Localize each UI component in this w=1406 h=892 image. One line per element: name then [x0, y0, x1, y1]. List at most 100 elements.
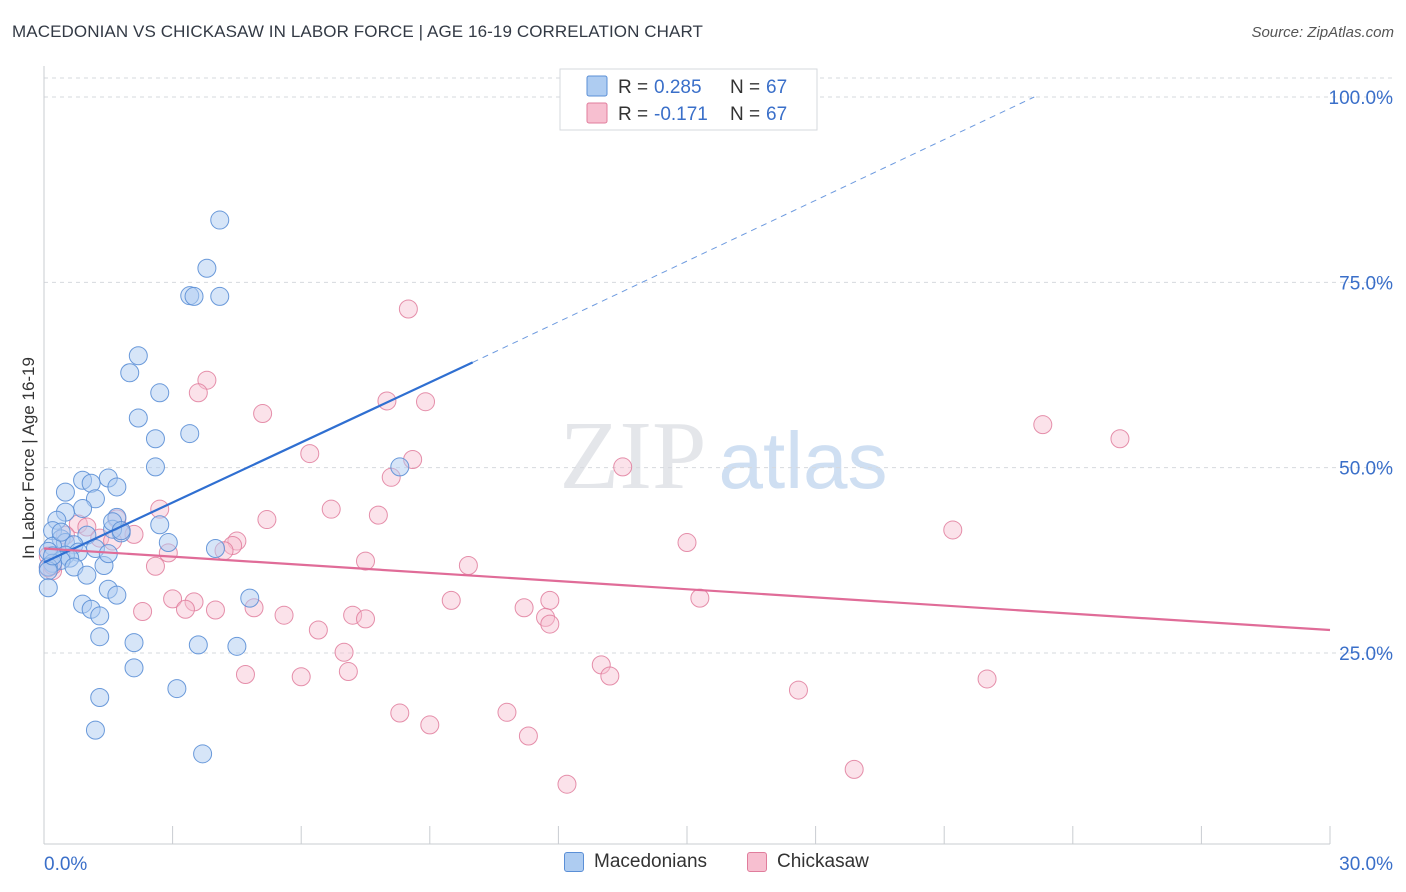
trend-line-chickasaw	[43, 547, 1331, 632]
legend-swatch-macedonians	[564, 852, 584, 872]
data-point-chickasaw	[540, 614, 560, 634]
data-point-chickasaw	[274, 605, 294, 625]
legend-n-label: N =	[730, 77, 760, 98]
legend-item-macedonians: Macedonians	[564, 851, 707, 873]
data-point-macedonian	[205, 538, 225, 558]
legend-swatch-macedonians	[586, 75, 608, 97]
data-point-macedonian	[145, 457, 165, 477]
data-point-macedonian	[90, 687, 110, 707]
legend-r-value-chickasaw: -0.171	[654, 104, 708, 125]
data-point-chickasaw	[356, 551, 375, 571]
y-tick-label: 75.0%	[1339, 273, 1393, 294]
legend-swatch-chickasaw	[747, 852, 767, 872]
legend-r-label: R =	[618, 77, 648, 98]
legend-n-value-chickasaw: 67	[766, 104, 787, 125]
data-point-macedonian	[167, 679, 187, 699]
data-point-chickasaw	[690, 588, 710, 608]
legend-r-label: R =	[618, 104, 648, 125]
data-point-chickasaw	[600, 666, 620, 686]
trend-line-macedonians-extension	[472, 96, 1035, 363]
data-point-chickasaw	[300, 444, 320, 464]
legend-n-label: N =	[730, 104, 760, 125]
data-point-chickasaw	[253, 404, 273, 424]
tick-labels: 25.0% 50.0% 75.0% 100.0% 0.0% 30.0%	[44, 88, 1393, 875]
trend-lines	[43, 361, 1331, 632]
data-point-chickasaw	[943, 520, 963, 540]
watermark-atlas: atlas	[719, 416, 888, 505]
legend-n-value-macedonians: 67	[766, 77, 787, 98]
data-point-macedonian	[227, 636, 247, 656]
data-point-chickasaw	[458, 556, 478, 576]
data-point-macedonian	[120, 363, 140, 383]
legend-item-chickasaw: Chickasaw	[747, 851, 869, 873]
data-point-chickasaw	[416, 392, 436, 412]
data-point-macedonian	[107, 477, 127, 497]
data-point-chickasaw	[441, 590, 461, 610]
data-point-chickasaw	[321, 499, 341, 519]
data-point-chickasaw	[398, 299, 418, 319]
data-point-chickasaw	[257, 510, 277, 530]
data-point-macedonian	[128, 346, 148, 366]
data-point-chickasaw	[613, 457, 633, 477]
data-point-macedonian	[73, 498, 93, 518]
watermark: ZIP atlas	[560, 402, 888, 510]
data-point-chickasaw	[343, 605, 363, 625]
data-point-chickasaw	[175, 599, 195, 619]
data-point-macedonian	[188, 635, 208, 655]
data-point-chickasaw	[540, 590, 560, 610]
data-point-chickasaw	[338, 662, 358, 682]
macedonian-points	[38, 210, 410, 764]
watermark-zip: ZIP	[560, 402, 707, 510]
data-point-macedonian	[150, 383, 170, 403]
data-point-chickasaw	[334, 642, 354, 662]
data-point-macedonian	[38, 578, 58, 598]
data-point-macedonian	[210, 286, 230, 306]
data-point-chickasaw	[368, 505, 388, 525]
data-point-chickasaw	[844, 759, 864, 779]
legend-label-macedonians: Macedonians	[594, 851, 708, 872]
x-tick-label: 30.0%	[1339, 854, 1393, 875]
data-point-chickasaw	[390, 703, 410, 723]
data-point-chickasaw	[163, 589, 183, 609]
data-point-chickasaw	[377, 391, 397, 411]
source-label: Source: ZipAtlas.com	[1251, 24, 1394, 41]
data-point-macedonian	[193, 744, 213, 764]
data-point-chickasaw	[514, 598, 534, 618]
data-point-macedonian	[124, 633, 144, 653]
data-point-macedonian	[107, 585, 127, 605]
data-point-macedonian	[51, 522, 71, 542]
data-point-macedonian	[90, 606, 110, 626]
data-point-chickasaw	[497, 702, 517, 722]
trend-line-macedonians	[43, 361, 474, 564]
chickasaw-points	[38, 299, 1130, 794]
data-point-chickasaw	[420, 715, 440, 735]
data-point-macedonian	[180, 424, 200, 444]
legend-top: R = 0.285 N = 67 R = -0.171 N = 67	[559, 68, 818, 131]
data-point-macedonian	[240, 588, 260, 608]
data-point-chickasaw	[788, 680, 808, 700]
data-point-chickasaw	[133, 601, 153, 621]
trend-extension	[472, 96, 1035, 363]
data-point-chickasaw	[205, 600, 225, 620]
data-point-chickasaw	[235, 664, 255, 684]
data-point-macedonian	[210, 210, 230, 230]
legend-label-chickasaw: Chickasaw	[777, 851, 869, 872]
legend-r-value-macedonians: 0.285	[654, 77, 702, 98]
data-point-macedonian	[184, 286, 204, 306]
data-point-macedonian	[85, 720, 105, 740]
data-point-macedonian	[145, 429, 165, 449]
data-point-macedonian	[197, 258, 217, 278]
legend-swatch-chickasaw	[586, 102, 608, 124]
data-point-chickasaw	[518, 726, 538, 746]
legend-bottom: Macedonians Chickasaw	[0, 851, 1406, 879]
data-point-chickasaw	[1033, 415, 1053, 435]
grid-lines	[44, 77, 1392, 654]
data-point-chickasaw	[557, 774, 577, 794]
data-point-chickasaw	[1110, 429, 1130, 449]
y-axis-label: In Labor Force | Age 16-19	[19, 357, 38, 559]
data-point-macedonian	[124, 658, 144, 678]
data-point-chickasaw	[977, 669, 997, 689]
y-tick-label: 25.0%	[1339, 644, 1393, 665]
data-point-macedonian	[77, 565, 97, 585]
